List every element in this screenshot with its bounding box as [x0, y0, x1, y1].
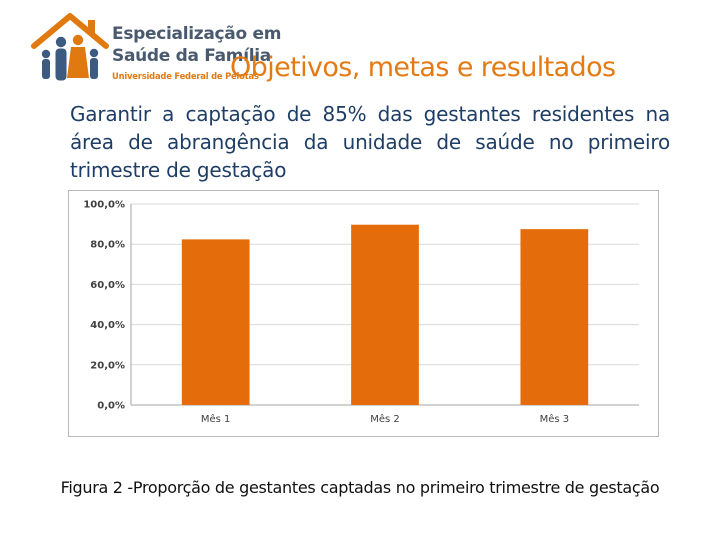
- bar-2: [351, 224, 419, 405]
- y-tick-label: 20,0%: [90, 360, 125, 371]
- bar-chart: 0,0% 20,0% 40,0% 60,0% 80,0% 100,0% Mês 1 Mês 2…: [68, 190, 659, 437]
- logo-title-line2: Saúde da Família: [112, 46, 271, 66]
- logo-university: Universidade Federal de Pelotas: [112, 71, 259, 81]
- bar-1: [181, 239, 250, 405]
- course-logo: Especialização em Saúde da Família Unive…: [30, 10, 281, 92]
- y-tick-label: 40,0%: [90, 320, 125, 331]
- bar-3: [520, 229, 589, 405]
- slide-title: Objetivos, metas e resultados: [230, 52, 616, 83]
- y-tick-label: 0,0%: [97, 401, 125, 412]
- bar-layer: [181, 224, 589, 405]
- x-tick-label: Mês 1: [201, 413, 231, 425]
- y-tick-label: 60,0%: [90, 280, 125, 291]
- logo-title-line1: Especialização em: [112, 24, 282, 44]
- slide-subtitle: Garantir a captação de 85% das gestantes…: [70, 102, 670, 182]
- y-tick-label: 100,0%: [83, 200, 125, 211]
- y-tick-label: 80,0%: [90, 240, 125, 251]
- x-tick-label: Mês 2: [370, 413, 400, 425]
- label-layer: 0,0% 20,0% 40,0% 60,0% 80,0% 100,0% Mês 1 Mês 2…: [83, 200, 569, 426]
- figure-caption: Figura 2 -Proporção de gestantes captada…: [60, 478, 660, 497]
- family-house-icon: [31, 13, 109, 81]
- chart-svg: 0,0% 20,0% 40,0% 60,0% 80,0% 100,0% Mês 1 Mês 2…: [83, 200, 639, 426]
- x-tick-label: Mês 3: [540, 413, 570, 425]
